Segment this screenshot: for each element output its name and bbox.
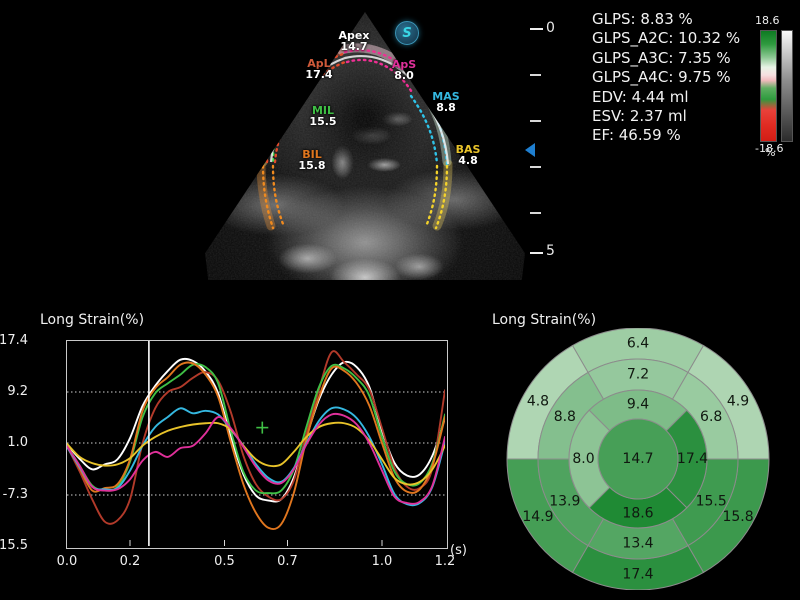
segment-label-bil: BIL 15.8	[295, 149, 329, 172]
depth-tick-4	[530, 212, 541, 214]
bullseye-segment-value: 6.4	[627, 336, 649, 352]
y-tick-label: 1.0	[7, 435, 28, 451]
bullseye-segment-value: 13.9	[549, 493, 580, 509]
segment-label-apl: ApL 17.4	[300, 58, 338, 81]
bullseye-segment-value: 13.4	[622, 536, 653, 552]
bullseye-segment-value: 17.4	[622, 567, 653, 583]
y-tick-label: -15.5	[0, 538, 28, 553]
segment-code-apex: Apex	[338, 29, 370, 42]
y-tick-label: -7.3	[2, 486, 28, 502]
bullseye-segment-value: 6.8	[700, 409, 722, 425]
bullseye-apex-value: 14.7	[622, 451, 653, 467]
colorbar-unit-label: %	[765, 146, 776, 159]
depth-scale: 0 5	[525, 12, 576, 264]
bullseye-segment-value: 14.9	[522, 509, 553, 525]
segment-label-apex: Apex 14.7	[331, 30, 377, 53]
bullseye-segment-value: 15.5	[696, 493, 727, 509]
colorbar-max-label: 18.6	[755, 14, 780, 27]
segment-code-aps: ApS	[391, 58, 417, 71]
y-tick-label: 9.2	[7, 384, 28, 400]
depth-tick-0	[530, 28, 543, 30]
segment-code-mas: MAS	[432, 90, 460, 103]
bullseye-title: Long Strain(%)	[492, 312, 597, 328]
bullseye-segment-value: 4.9	[727, 393, 749, 409]
segment-label-mas: MAS 8.8	[428, 91, 464, 114]
segment-label-aps: ApS 8.0	[387, 59, 421, 82]
bullseye-segment-value: 4.8	[527, 393, 549, 409]
crosshair-marker-icon[interactable]	[256, 421, 269, 434]
measurement-ef: EF: 46.59 %	[592, 126, 681, 145]
x-tick-label: 0.0	[56, 554, 78, 569]
segment-value-apl: 17.4	[305, 68, 333, 82]
bullseye-segment-value: 8.0	[572, 451, 594, 467]
y-tick-label: 17.4	[0, 333, 28, 348]
ultrasound-sector-image[interactable]	[205, 12, 525, 280]
measurement-glps-a2c: GLPS_A2C: 10.32 %	[592, 29, 741, 48]
bullseye-panel[interactable]: Long Strain(%) 6.4 4.9 15.8 17.4 14.9 4.8 7.2 6…	[480, 300, 800, 600]
bullseye-apex-segment[interactable]	[597, 418, 679, 500]
x-tick-label: 1.2	[434, 554, 456, 569]
bullseye-segment-value: 9.4	[627, 397, 649, 413]
segment-value-mas: 8.8	[436, 101, 456, 115]
curve-chart-title: Long Strain(%)	[40, 312, 145, 328]
segment-value-bil: 15.8	[298, 159, 326, 173]
measurement-esv: ESV: 2.37 ml	[592, 107, 687, 126]
measurement-glps-a4c: GLPS_A4C: 9.75 %	[592, 68, 731, 87]
ultrasound-panel[interactable]: S Apex 14.7 ApL 17.4 MIL 15.5 BIL 15.8 A…	[0, 0, 585, 292]
focus-marker-icon[interactable]	[525, 143, 535, 157]
segment-value-mil: 15.5	[309, 115, 337, 129]
bullseye-segment-value: 8.8	[554, 409, 576, 425]
s-logo-icon: S	[395, 21, 419, 45]
bullseye-segment-value: 15.8	[722, 509, 753, 525]
depth-label-bottom: 5	[546, 243, 555, 259]
segment-label-mil: MIL 15.5	[305, 105, 341, 128]
bullseye-chart[interactable]: 6.4 4.9 15.8 17.4 14.9 4.8 7.2 6.8 15.5 13.4 13.9 8…	[488, 328, 788, 590]
depth-tick-1	[530, 74, 541, 76]
bullseye-segment-value: 17.4	[677, 451, 708, 467]
strain-curves-svg	[66, 341, 446, 546]
x-tick-label: 1.0	[371, 554, 393, 569]
strain-curve-bas	[66, 421, 446, 486]
strain-curve-bil	[66, 361, 446, 531]
segment-code-bas: BAS	[455, 143, 481, 156]
segment-value-apex: 14.7	[340, 40, 368, 54]
depth-tick-3	[530, 166, 541, 168]
strain-curve-apl	[66, 350, 446, 525]
segment-code-mil: MIL	[311, 104, 335, 117]
segment-value-aps: 8.0	[394, 69, 414, 83]
bullseye-segment-value: 18.6	[622, 506, 653, 522]
strain-curve-mas	[66, 406, 446, 507]
colorbar-min-label: -18.6	[755, 142, 784, 155]
strain-curve-panel[interactable]: Long Strain(%) 17.4 9.2 1.0 -7.3 -15.5 0.0 0.…	[0, 300, 480, 600]
measurements-panel: GLPS: 8.83 % GLPS_A2C: 10.32 % GLPS_A3C:…	[592, 10, 752, 146]
segment-value-bas: 4.8	[458, 154, 478, 168]
depth-label-top: 0	[546, 20, 555, 36]
depth-tick-2	[530, 120, 541, 122]
measurement-glps-a3c: GLPS_A3C: 7.35 %	[592, 48, 731, 67]
bullseye-segment-value: 7.2	[627, 367, 649, 383]
colorbar-grayscale	[781, 30, 793, 142]
segment-code-bil: BIL	[302, 148, 322, 161]
segment-code-apl: ApL	[307, 57, 331, 70]
x-axis-unit-label: (s)	[450, 543, 467, 558]
x-tick-label: 0.7	[277, 554, 298, 569]
curve-plot-area[interactable]	[66, 340, 448, 549]
strain-curve-aps	[66, 412, 446, 505]
measurement-glps: GLPS: 8.83 %	[592, 10, 693, 28]
colorbar-gradient	[760, 30, 777, 142]
x-tick-label: 0.5	[214, 554, 235, 569]
segment-label-bas: BAS 4.8	[451, 144, 485, 167]
measurement-edv: EDV: 4.44 ml	[592, 87, 689, 106]
x-tick-label: 0.2	[119, 554, 141, 569]
depth-tick-5	[530, 252, 543, 254]
strain-colorbar: 18.6 -18.6 %	[755, 14, 799, 162]
